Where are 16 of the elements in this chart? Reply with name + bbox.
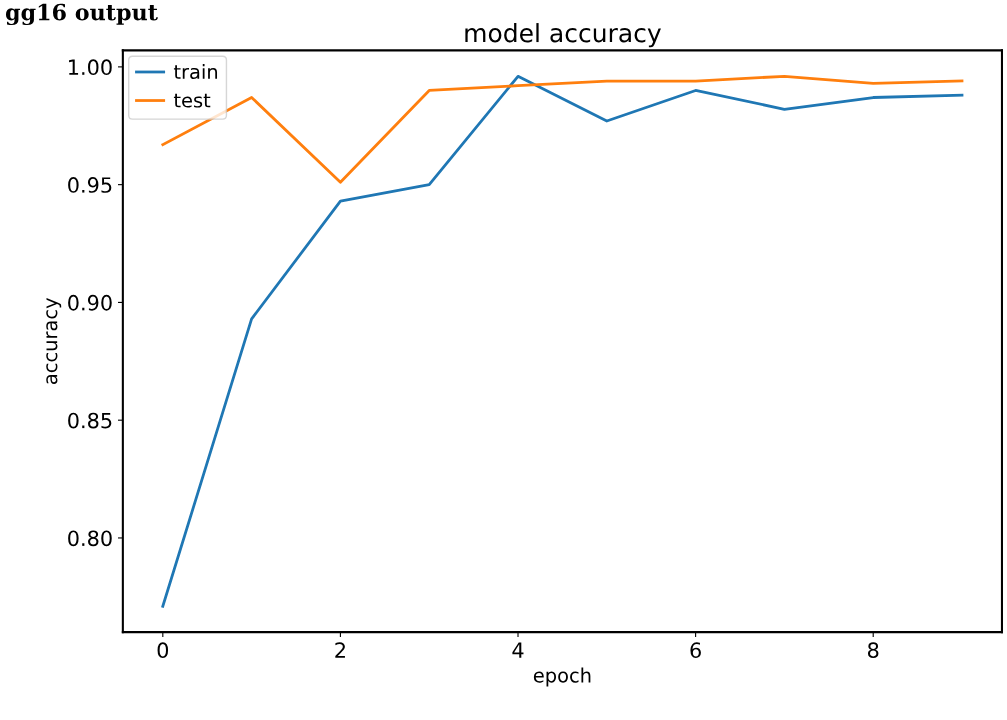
x-tick-label: 4 <box>512 642 524 658</box>
legend-label: test <box>173 93 211 108</box>
y-tick-label: 0.80 <box>68 530 112 547</box>
y-tick-label: 1.00 <box>69 59 112 76</box>
y-tick-label: 0.85 <box>68 412 112 429</box>
x-tick-label: 8 <box>867 642 879 659</box>
text: gg16 output <box>5 3 158 26</box>
x-axis-title: epoch <box>533 667 591 687</box>
y-tick-label: 0.90 <box>68 294 112 311</box>
y-tick-label: 0.95 <box>68 177 112 193</box>
legend-label: train <box>173 64 218 80</box>
x-tick-label: 2 <box>335 642 345 658</box>
x-tick-label: 0 <box>157 642 169 659</box>
chart-title: model accuracy <box>465 23 661 48</box>
x-tick-label: 6 <box>690 642 701 659</box>
y-axis-title: accuracy <box>46 298 62 384</box>
